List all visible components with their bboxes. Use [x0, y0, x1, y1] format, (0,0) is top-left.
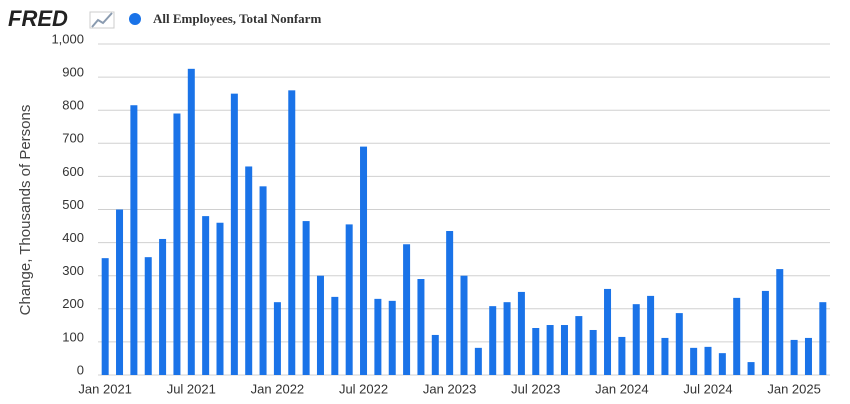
y-tick-label: 600: [62, 164, 84, 179]
logo-frame: [89, 11, 115, 29]
bar: [130, 105, 138, 376]
bar: [446, 231, 454, 375]
bar: [173, 113, 181, 375]
bar: [245, 166, 253, 375]
bar: [144, 257, 152, 375]
bar: [690, 347, 698, 375]
x-tick-label: Jan 2022: [251, 381, 305, 396]
bar: [417, 279, 425, 375]
x-tick-label: Jul 2021: [167, 381, 216, 396]
bar: [790, 339, 798, 375]
y-tick-label: 0: [77, 362, 84, 377]
y-axis-label: Change, Thousands of Persons: [17, 105, 34, 316]
bar: [388, 300, 396, 375]
x-tick-label: Jul 2022: [339, 381, 388, 396]
bar: [804, 337, 812, 375]
bar: [718, 353, 726, 375]
bar: [230, 93, 238, 376]
x-tick-label: Jan 2025: [767, 381, 821, 396]
bar: [202, 216, 210, 375]
bar: [747, 362, 755, 375]
bar: [575, 316, 583, 375]
bar: [503, 302, 511, 375]
x-tick-label: Jan 2024: [595, 381, 649, 396]
bar: [733, 297, 741, 375]
bar: [288, 90, 296, 375]
bar: [273, 302, 281, 375]
bar: [776, 269, 784, 375]
y-tick-label: 100: [62, 329, 84, 344]
bar: [489, 306, 497, 375]
logo-icon: [91, 12, 113, 28]
y-tick-label: 400: [62, 230, 84, 245]
bar: [101, 258, 109, 375]
bar: [819, 302, 827, 375]
bar: [374, 298, 382, 375]
bar: [632, 304, 640, 375]
bar: [661, 337, 669, 375]
y-tick-label: 200: [62, 296, 84, 311]
bar: [302, 221, 310, 375]
bar: [546, 325, 554, 375]
y-tick-label: 1,000: [51, 31, 84, 46]
logo: FRED: [8, 6, 68, 31]
bar: [647, 295, 655, 375]
bar: [403, 244, 411, 375]
bar: [560, 325, 568, 375]
bar: [116, 209, 124, 375]
legend-label: All Employees, Total Nonfarm: [153, 11, 321, 26]
bar: [618, 336, 626, 375]
bar: [159, 238, 167, 375]
bar: [517, 291, 525, 375]
bar: [704, 346, 712, 375]
legend-marker: [129, 13, 141, 25]
y-tick-label: 300: [62, 263, 84, 278]
x-tick-label: Jul 2023: [511, 381, 560, 396]
y-tick-label: 800: [62, 98, 84, 113]
bar: [460, 275, 468, 375]
y-tick-label: 900: [62, 65, 84, 80]
bar: [675, 313, 683, 375]
x-tick-label: Jan 2023: [423, 381, 477, 396]
bar: [345, 224, 353, 375]
bar: [331, 296, 339, 375]
bar: [431, 334, 439, 375]
bar: [589, 329, 597, 375]
x-tick-label: Jul 2024: [683, 381, 732, 396]
bar: [532, 327, 540, 375]
bar: [216, 222, 224, 375]
bar: [259, 186, 267, 375]
x-tick-label: Jan 2021: [78, 381, 132, 396]
bar: [360, 146, 368, 375]
y-tick-label: 500: [62, 197, 84, 212]
bar: [604, 288, 612, 375]
y-tick-label: 700: [62, 131, 84, 146]
bar: [316, 275, 324, 375]
bar: [761, 290, 769, 375]
bar: [474, 347, 482, 375]
bar: [187, 68, 195, 375]
